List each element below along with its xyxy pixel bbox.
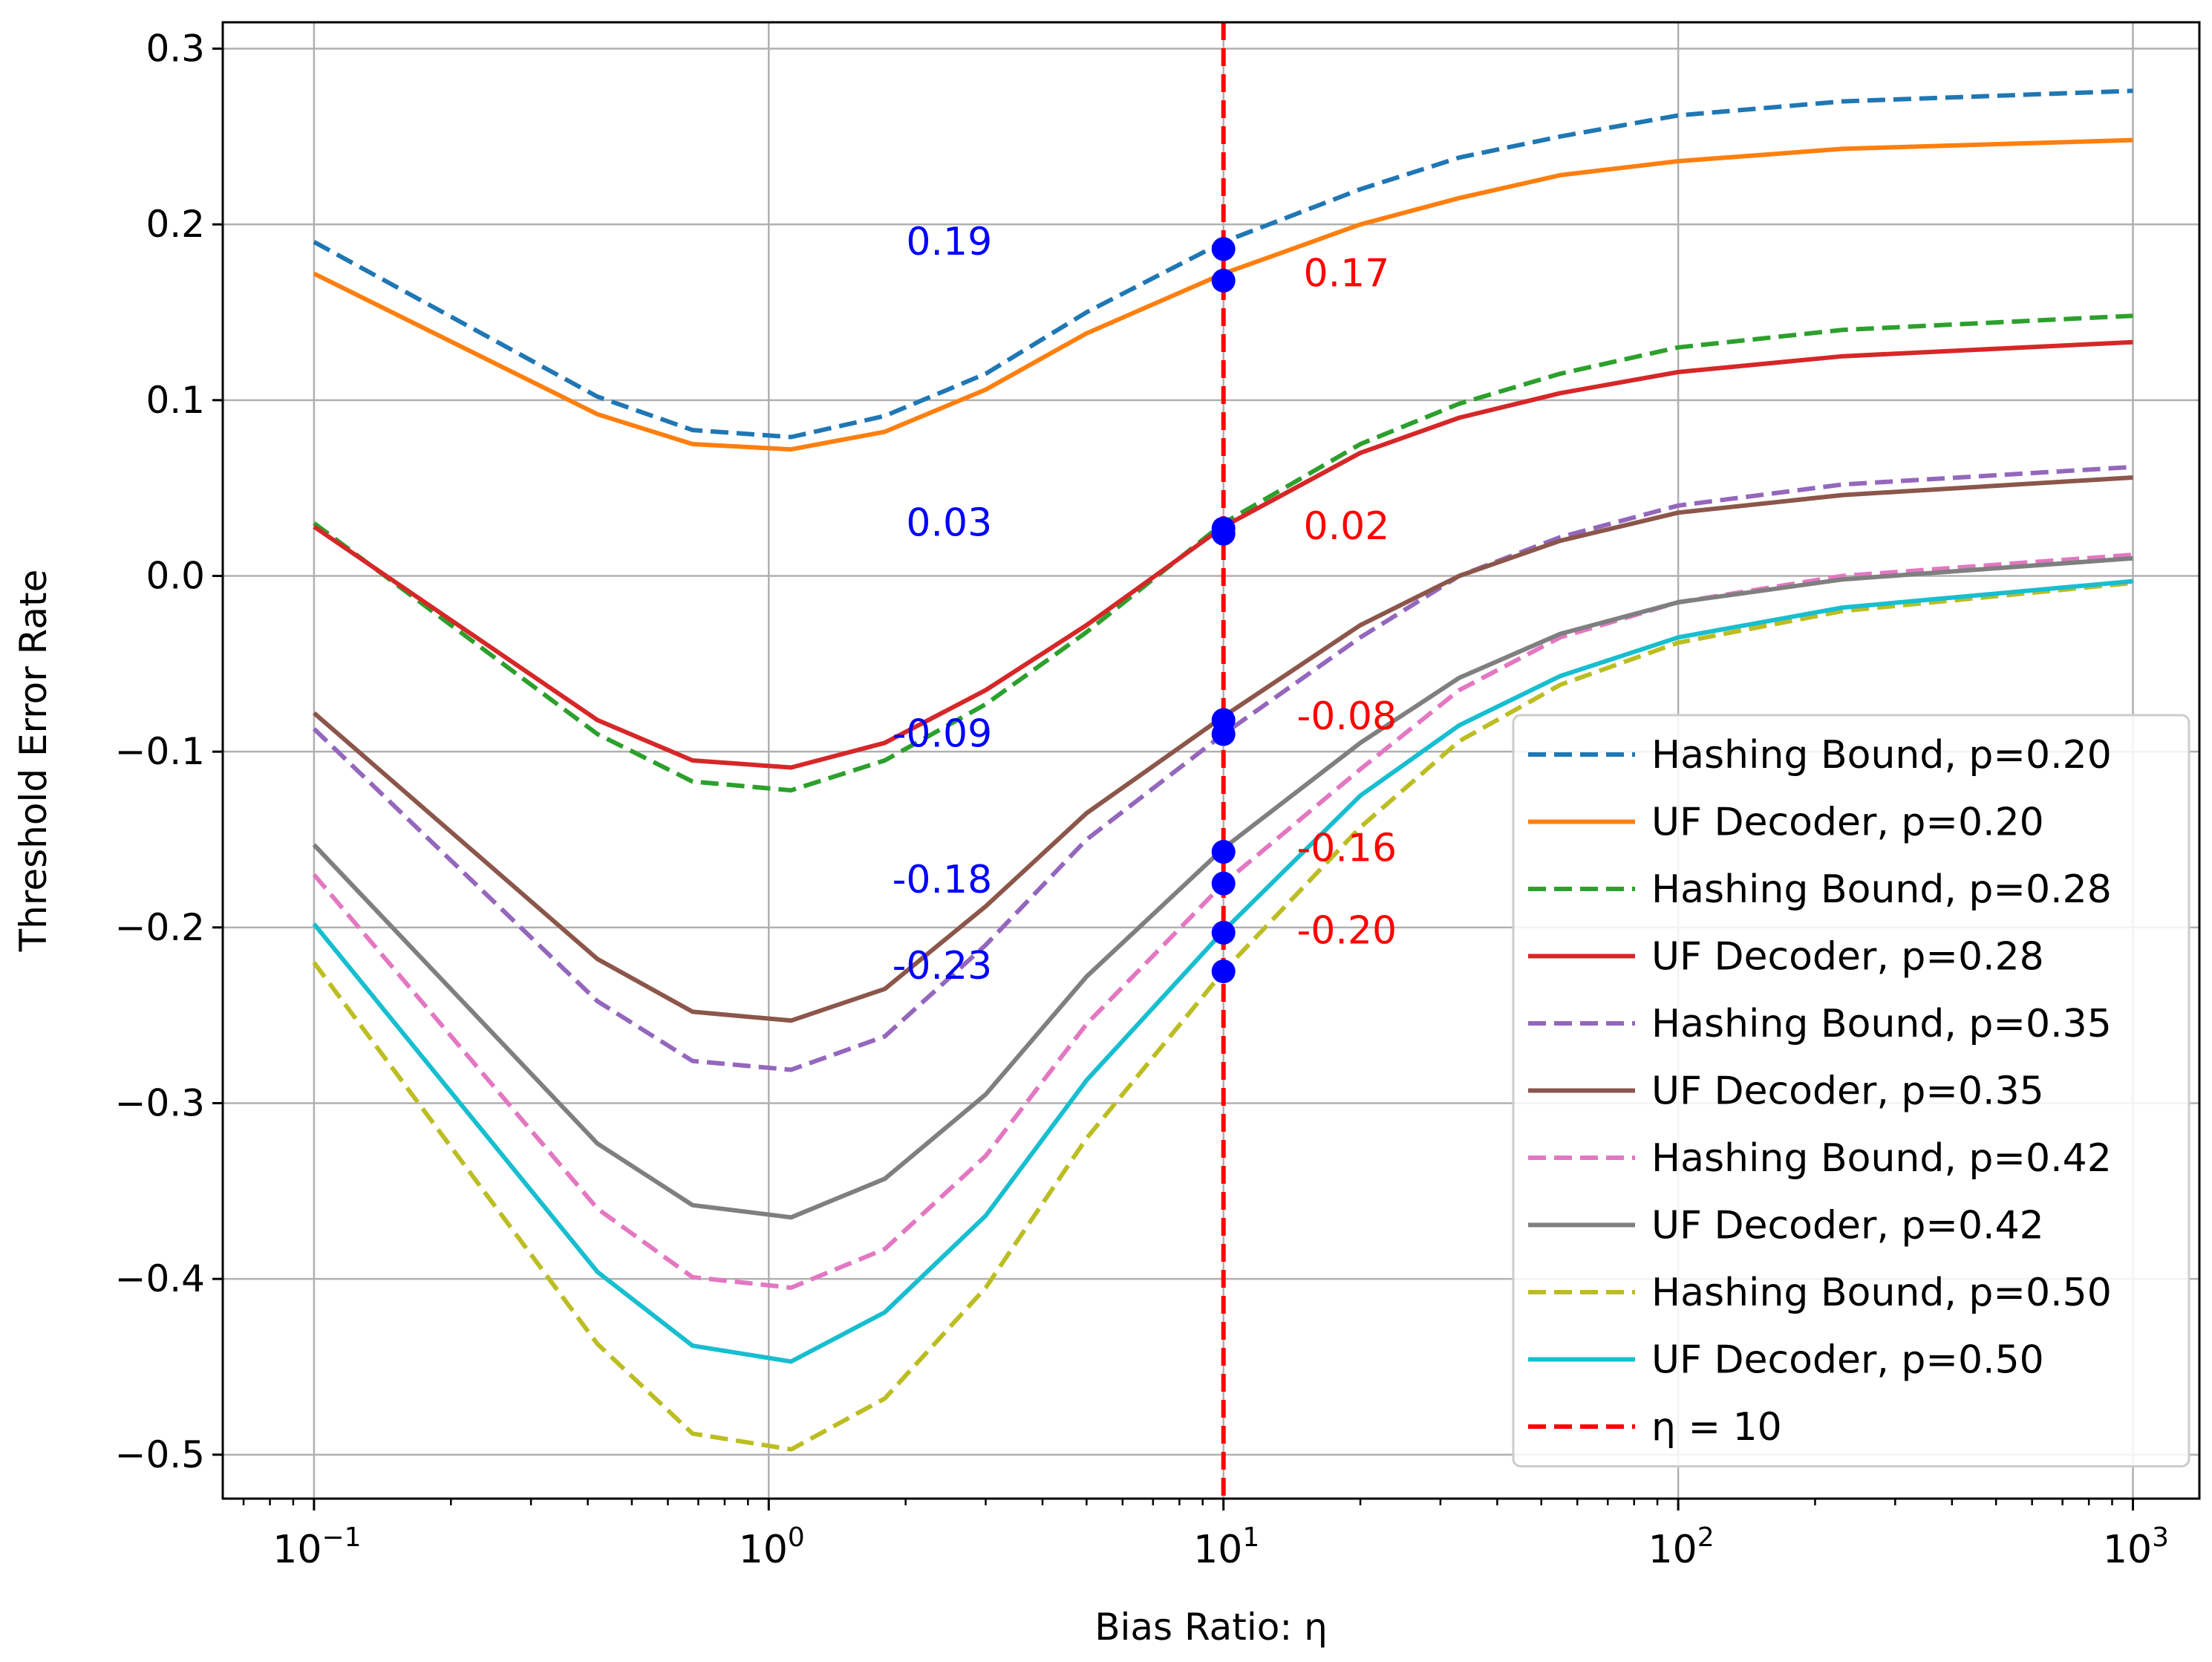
threshold-marker <box>1211 722 1236 746</box>
value-annotation: -0.18 <box>893 858 993 902</box>
x-tick-label: 100 <box>739 1522 805 1572</box>
series-line <box>313 137 2133 452</box>
y-tick-label: 0.0 <box>146 555 205 598</box>
legend: Hashing Bound, p=0.20 UF Decoder, p=0.20 H… <box>1512 714 2190 1467</box>
legend-label: UF Decoder, p=0.50 <box>1651 1338 2044 1383</box>
legend-label: Hashing Bound, p=0.50 <box>1651 1271 2112 1315</box>
series-line <box>312 464 2133 1072</box>
legend-label: UF Decoder, p=0.42 <box>1651 1204 2044 1248</box>
y-tick-label: 0.1 <box>146 379 205 422</box>
series-lines <box>312 88 2133 1452</box>
series-line <box>312 579 2133 1364</box>
x-tick-label: 10−1 <box>273 1522 361 1572</box>
threshold-marker <box>1211 920 1236 945</box>
value-annotation: 0.02 <box>1304 504 1390 549</box>
series-line <box>312 475 2133 1023</box>
value-annotation: -0.16 <box>1297 826 1397 870</box>
threshold-marker <box>1211 268 1236 293</box>
series-line <box>313 339 2133 770</box>
x-tick-label: 102 <box>1648 1522 1715 1572</box>
y-tick-label: −0.2 <box>115 906 205 949</box>
threshold-marker <box>1211 521 1236 546</box>
threshold-marker <box>1211 959 1236 983</box>
threshold-marker <box>1211 237 1236 261</box>
legend-label: Hashing Bound, p=0.20 <box>1651 733 2112 778</box>
legend-label: Hashing Bound, p=0.28 <box>1651 867 2112 912</box>
annotations: 0.19 0.17 0.03 0.02 -0.09 -0.08 -0.18 -0.16 -0.2… <box>893 220 1397 988</box>
series-line <box>312 555 2133 1220</box>
axis-ticks: 0.3 0.2 0.1 0.0 −0.1 −0.2 −0.3 −0.4 −0.5 10−1 100 1… <box>115 27 2169 1573</box>
y-tick-label: 0.3 <box>146 27 205 71</box>
x-tick-label: 103 <box>2103 1522 2169 1572</box>
series-line <box>312 581 2133 1452</box>
series-line <box>313 313 2133 793</box>
threshold-marker <box>1211 840 1236 864</box>
legend-box <box>1512 714 2190 1467</box>
legend-label: UF Decoder, p=0.35 <box>1651 1069 2044 1114</box>
x-axis-label: Bias Ratio: η <box>1094 1606 1328 1649</box>
value-annotation: 0.03 <box>906 501 992 546</box>
y-tick-label: −0.4 <box>115 1257 205 1300</box>
y-tick-label: −0.1 <box>115 730 205 773</box>
x-tick-label: 101 <box>1193 1522 1259 1572</box>
legend-label: UF Decoder, p=0.28 <box>1651 935 2044 980</box>
y-tick-label: −0.3 <box>115 1082 205 1125</box>
value-annotation: -0.09 <box>893 712 993 757</box>
y-axis-label: Threshold Error Rate <box>12 570 55 953</box>
value-annotation: -0.08 <box>1297 694 1397 739</box>
threshold-marker <box>1211 871 1236 896</box>
legend-label: UF Decoder, p=0.20 <box>1651 801 2044 845</box>
legend-label: Hashing Bound, p=0.35 <box>1651 1002 2112 1046</box>
value-annotation: 0.19 <box>906 220 992 264</box>
y-tick-label: −0.5 <box>115 1433 205 1476</box>
series-line <box>313 88 2133 440</box>
value-annotation: 0.17 <box>1304 251 1390 296</box>
legend-label: η = 10 <box>1651 1405 1782 1450</box>
value-annotation: -0.20 <box>1297 909 1397 954</box>
y-tick-label: 0.2 <box>146 203 205 246</box>
value-annotation: -0.23 <box>893 944 993 988</box>
threshold-markers <box>1211 237 1236 983</box>
plot-frame <box>221 21 2201 1500</box>
legend-label: Hashing Bound, p=0.42 <box>1651 1136 2112 1181</box>
